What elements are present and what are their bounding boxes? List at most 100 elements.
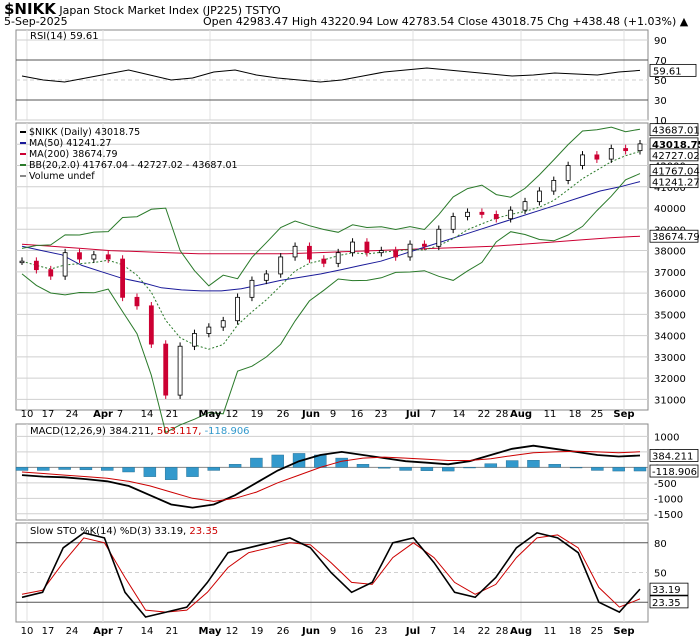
x-tick-label: May [199, 626, 222, 637]
candle-body [62, 252, 68, 277]
macd-signal-value: 503.117, [157, 426, 205, 437]
candle-body [249, 279, 255, 298]
price-panel-frame [15, 122, 649, 411]
macd-panel-frame [15, 423, 649, 521]
price-tick-label: 40000 [654, 204, 686, 215]
candle-body [522, 201, 528, 211]
candle-body [235, 296, 240, 322]
macd-histogram-bar [15, 467, 29, 471]
candle-body [192, 333, 197, 347]
candle-body [263, 273, 269, 281]
macd-histogram-bar [143, 467, 157, 477]
candle-body [321, 258, 327, 264]
macd-histogram-bar [37, 467, 50, 471]
sto-label-prefix: Slow STO %K(14) %D(3) [30, 526, 154, 537]
price-tick-label: 41000 [654, 183, 686, 194]
rsi-tick-label: 70 [654, 56, 667, 67]
macd-histogram-bar [356, 464, 370, 468]
candle-body [335, 252, 341, 264]
candle-body [508, 209, 514, 220]
rsi-panel-frame [15, 29, 649, 121]
x-tick-label: 26 [277, 626, 290, 637]
x-tick-label: 7 [430, 626, 436, 637]
bb-upper-badge: 43687.01 [652, 126, 700, 137]
rsi-tick-label: 50 [654, 76, 667, 87]
rsi-title: RSI(14) 59.61 [30, 31, 99, 42]
legend-bb: BB(20,2.0) 41767.04 - 42727.02 - 43687.0… [29, 160, 238, 171]
macd-histogram-bar [228, 464, 242, 468]
x-tick-label: 14 [453, 409, 466, 420]
price-tick-label: 31000 [654, 395, 686, 406]
ma50-badge-box [649, 175, 699, 189]
candle-body [292, 245, 298, 258]
macd-tick-label: 1000 [654, 432, 679, 443]
ma200-badge-box [649, 229, 699, 243]
x-tick-label: 22 [478, 409, 491, 420]
bb-upper-line [21, 126, 641, 287]
x-tick-label: May [199, 409, 222, 420]
macd-histogram-bar [548, 464, 561, 468]
close-value-badge: 43018.75 [652, 140, 700, 151]
macd-histogram-bar [569, 467, 583, 469]
x-tick-label: 23 [375, 626, 388, 637]
legend-ma200: MA(200) 38674.79 [29, 149, 118, 160]
candle-body [479, 211, 485, 215]
macd-badge-box [649, 449, 699, 462]
rsi-line [21, 67, 641, 83]
candle-body [177, 345, 183, 396]
candle-body [407, 243, 413, 258]
ma50-badge: 41241.27 [652, 178, 700, 189]
x-tick-label: 18 [569, 409, 582, 420]
instrument-name: Japan Stock Market Index (JP225) [59, 4, 242, 17]
x-tick-label: 10 [21, 409, 34, 420]
rsi-tick-label: 10 [654, 116, 667, 127]
x-tick-label: 9 [330, 409, 336, 420]
candle-body [422, 243, 427, 247]
x-tick-label: Aug [510, 626, 532, 637]
macd-tick-label: -1000 [654, 494, 683, 505]
x-tick-label: 9 [330, 626, 336, 637]
x-tick-label: 25 [591, 409, 604, 420]
x-tick-label: 19 [251, 626, 264, 637]
macd-hist-badge-box [649, 464, 699, 478]
macd-histogram-bar [79, 467, 93, 471]
x-tick-label: 17 [42, 626, 55, 637]
candle-body [307, 245, 312, 260]
legend-ma50: MA(50) 41241.27 [29, 138, 112, 149]
x-tick-label: 14 [141, 409, 154, 420]
x-tick-label: Sep [613, 409, 634, 420]
candle-body [350, 241, 355, 254]
candle-body [493, 214, 499, 220]
bb-mid-badge-box [649, 148, 699, 162]
candle-body [465, 211, 470, 217]
macd-histogram-bar [591, 467, 604, 471]
candle-body [91, 254, 97, 260]
x-tick-label: 26 [277, 409, 290, 420]
candle-body [33, 260, 39, 271]
sto-tick-label: 80 [654, 539, 667, 550]
candle-body [48, 269, 54, 277]
macd-line [21, 444, 641, 509]
macd-histogram-bar [122, 467, 135, 473]
price-tick-label: 32000 [654, 374, 686, 385]
candle-body [163, 343, 169, 396]
candle-body [637, 143, 643, 152]
macd-value: 384.211, [109, 426, 157, 437]
price-tick-label: 38000 [654, 247, 686, 258]
macd-title: MACD(12,26,9) 384.211, 503.117, -118.906 [30, 426, 250, 437]
candle-body [134, 296, 140, 307]
date: 5-Sep-2025 [4, 15, 68, 28]
bb-lower-line [21, 173, 641, 434]
macd-histogram-bar [58, 467, 71, 470]
x-tick-label: 16 [351, 409, 364, 420]
rsi-tick-label: 90 [654, 36, 667, 47]
macd-histogram-bar [442, 467, 455, 472]
macd-histogram-bar [271, 454, 284, 468]
sto-k-value: 33.19, [154, 526, 189, 537]
x-tick-label: 21 [166, 626, 179, 637]
macd-histogram-bar [164, 467, 178, 480]
macd-histogram-bar [207, 467, 220, 471]
macd-badge: 384.211 [652, 451, 693, 462]
exchange: TSTYO [245, 4, 281, 17]
chart-header: $NIKK Japan Stock Market Index (JP225) T… [4, 0, 281, 18]
